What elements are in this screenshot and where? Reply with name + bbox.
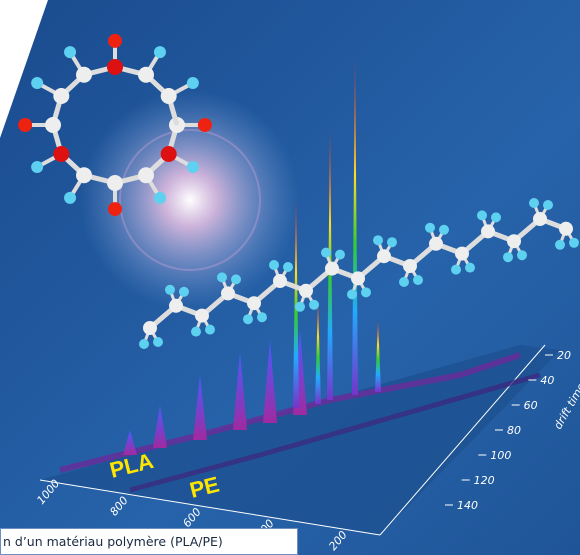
carbon (533, 212, 547, 226)
hydrogen (64, 46, 77, 59)
carbon (273, 274, 287, 288)
oxygen (160, 146, 177, 162)
carbon (429, 236, 443, 251)
peak (153, 405, 167, 448)
caption: n d’un matériau polymère (PLA/PE) (0, 528, 298, 555)
carbon (481, 224, 495, 239)
hydrogen (295, 301, 305, 312)
oxygen (108, 33, 122, 48)
hydrogen (153, 191, 166, 204)
carbon (559, 221, 573, 236)
halo (119, 129, 261, 271)
drift-tick-label: 60 (524, 399, 538, 412)
spike (315, 300, 321, 404)
hydrogen (139, 339, 149, 349)
drift-tick-label: 20 (557, 349, 571, 362)
carbon (299, 283, 313, 298)
carbon (138, 66, 154, 83)
carbon (45, 117, 61, 133)
hydrogen (347, 289, 357, 300)
mass-axis-line (39, 479, 381, 536)
hydrogen (335, 249, 345, 260)
carbon (455, 246, 469, 261)
hydrogen (217, 272, 227, 283)
hydrogen (569, 237, 579, 248)
carbon (76, 66, 92, 83)
carbon (160, 88, 177, 104)
oxygen (53, 146, 70, 162)
carbon (351, 271, 365, 286)
peak (123, 430, 137, 455)
hydrogen (361, 287, 371, 298)
hydrogen (543, 200, 553, 210)
hydrogen (529, 198, 539, 208)
hydrogen (191, 326, 201, 337)
peak (193, 375, 207, 440)
corner (0, 0, 48, 138)
peak (263, 340, 277, 423)
peak (233, 352, 247, 430)
drift-tick-label: 80 (507, 424, 521, 437)
carbon (76, 167, 92, 184)
pe-ridge (129, 372, 541, 493)
hydrogen (399, 277, 409, 287)
hydrogen (425, 222, 435, 233)
hydrogen (321, 247, 331, 258)
hydrogen (517, 250, 527, 261)
carbon (143, 321, 157, 335)
hydrogen (269, 260, 279, 270)
drift-tick-label: 40 (540, 374, 554, 387)
carbon (377, 249, 391, 264)
hydrogen (165, 284, 175, 295)
hydrogen (503, 252, 513, 263)
drift-tick-label: 140 (457, 499, 478, 512)
drift-tick-label: 100 (490, 449, 511, 462)
hydrogen (283, 262, 293, 272)
carbon (403, 259, 417, 273)
hydrogen (64, 191, 77, 204)
hydrogen (555, 239, 565, 250)
carbon (195, 308, 209, 323)
hydrogen (153, 337, 163, 347)
hydrogen (179, 286, 189, 297)
floor (40, 345, 560, 535)
hydrogen (413, 275, 423, 285)
hydrogen (387, 237, 397, 248)
hydrogen (439, 224, 449, 235)
hydrogen (477, 210, 487, 221)
drift-tick-label: 120 (474, 474, 495, 487)
hydrogen (309, 299, 319, 310)
hydrogen (491, 212, 501, 223)
drift-axis-line (379, 344, 546, 536)
carbon (507, 234, 521, 249)
spike (352, 58, 358, 395)
carbon (247, 296, 261, 311)
hydrogen (451, 264, 461, 275)
hydrogen (257, 312, 267, 323)
spike (375, 320, 381, 392)
hydrogen (31, 76, 44, 89)
carbon (169, 298, 183, 313)
hydrogen (243, 314, 253, 325)
hydrogen (231, 274, 241, 285)
carbon (325, 261, 339, 276)
oxygen (108, 202, 122, 217)
hydrogen (153, 46, 166, 59)
hydrogen (465, 262, 475, 273)
hydrogen (31, 161, 44, 174)
carbon (138, 167, 154, 184)
glow (80, 90, 300, 310)
carbon (221, 286, 235, 301)
carbon (107, 175, 123, 191)
hydrogen (186, 161, 199, 174)
hydrogen (205, 324, 215, 335)
carbon (53, 88, 70, 104)
hydrogen (373, 235, 383, 246)
hydrogen (186, 76, 199, 89)
oxygen (197, 118, 212, 132)
oxygen (18, 118, 33, 132)
oxygen (107, 59, 123, 75)
